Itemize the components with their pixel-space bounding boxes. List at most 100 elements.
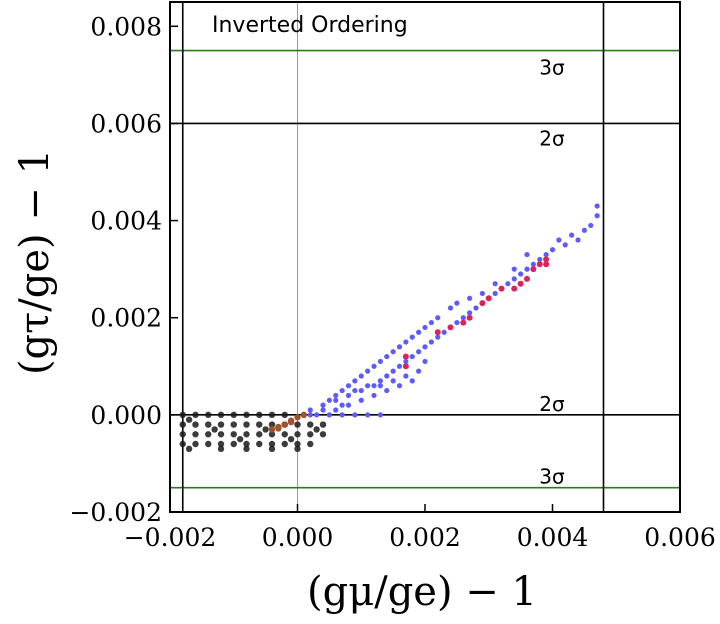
data-point bbox=[460, 315, 466, 321]
data-point bbox=[537, 256, 543, 263]
data-point bbox=[530, 261, 536, 267]
data-point bbox=[594, 203, 600, 209]
data-point bbox=[179, 421, 186, 428]
data-point bbox=[262, 426, 269, 433]
data-point bbox=[479, 300, 486, 307]
data-point bbox=[268, 445, 276, 453]
data-point bbox=[268, 440, 276, 448]
data-point bbox=[402, 353, 409, 360]
data-point bbox=[556, 237, 562, 243]
data-point bbox=[365, 383, 371, 389]
data-point bbox=[307, 421, 314, 428]
data-point bbox=[422, 344, 428, 350]
data-point bbox=[416, 368, 422, 374]
data-point bbox=[358, 373, 364, 379]
data-point bbox=[371, 392, 377, 399]
data-point bbox=[256, 421, 263, 428]
data-point bbox=[473, 305, 479, 311]
data-point bbox=[320, 402, 326, 408]
data-point bbox=[294, 421, 301, 428]
data-point bbox=[543, 261, 550, 268]
data-point bbox=[243, 411, 250, 419]
data-point bbox=[256, 440, 263, 448]
data-point bbox=[185, 445, 193, 453]
data-point bbox=[326, 412, 332, 418]
data-point bbox=[390, 368, 396, 374]
data-point bbox=[179, 411, 186, 419]
data-point bbox=[454, 319, 460, 326]
data-point bbox=[333, 407, 339, 413]
data-point bbox=[339, 387, 345, 394]
data-point bbox=[377, 378, 383, 384]
sigma-labels: 3σ 2σ 2σ 3σ bbox=[539, 56, 565, 489]
data-point bbox=[402, 363, 409, 370]
data-point bbox=[205, 411, 212, 419]
data-point bbox=[294, 445, 301, 453]
data-point bbox=[352, 387, 358, 394]
data-point bbox=[377, 383, 383, 389]
data-point bbox=[403, 373, 409, 379]
data-point bbox=[339, 412, 345, 418]
data-point bbox=[498, 285, 505, 292]
data-point bbox=[377, 358, 383, 365]
data-point bbox=[549, 247, 556, 253]
sigma-label: 2σ bbox=[539, 392, 565, 416]
data-point bbox=[211, 426, 218, 433]
data-point bbox=[333, 392, 339, 399]
data-point bbox=[396, 344, 403, 350]
data-point bbox=[428, 319, 434, 326]
data-point bbox=[409, 353, 415, 360]
data-point bbox=[390, 349, 396, 355]
data-point bbox=[575, 237, 581, 243]
data-point bbox=[403, 358, 409, 365]
y-tick-label: 0.002 bbox=[90, 304, 162, 333]
data-point bbox=[217, 440, 225, 448]
data-point bbox=[319, 431, 327, 438]
sigma-label: 3σ bbox=[539, 56, 565, 80]
data-point bbox=[230, 440, 237, 448]
data-point bbox=[339, 402, 345, 408]
data-point bbox=[409, 334, 415, 340]
data-point bbox=[467, 295, 473, 301]
data-point bbox=[205, 440, 212, 448]
data-point bbox=[492, 290, 498, 297]
data-point bbox=[345, 402, 352, 408]
x-axis-ticks: −0.002 0.000 0.002 0.004 0.006 bbox=[124, 504, 716, 552]
data-point bbox=[479, 290, 485, 297]
data-point bbox=[562, 242, 568, 248]
data-point bbox=[505, 281, 511, 287]
data-point bbox=[268, 431, 276, 438]
data-point bbox=[358, 397, 364, 403]
x-tick-label: 0.002 bbox=[389, 523, 461, 552]
data-point bbox=[569, 232, 575, 238]
data-point bbox=[319, 421, 327, 428]
data-point bbox=[205, 421, 212, 428]
data-point bbox=[243, 421, 250, 428]
y-tick-label: −0.002 bbox=[69, 498, 162, 527]
data-point bbox=[192, 440, 199, 448]
data-point bbox=[230, 411, 237, 419]
data-point bbox=[287, 435, 295, 443]
data-point bbox=[352, 412, 358, 418]
data-point bbox=[454, 300, 460, 306]
data-point bbox=[396, 363, 403, 369]
data-point bbox=[390, 378, 396, 384]
data-point bbox=[307, 412, 313, 418]
data-point bbox=[543, 251, 549, 258]
data-point bbox=[384, 353, 390, 360]
data-point bbox=[307, 431, 314, 438]
data-point bbox=[518, 271, 524, 277]
data-point bbox=[294, 414, 301, 421]
data-point bbox=[524, 251, 530, 258]
data-point bbox=[358, 387, 364, 394]
data-point bbox=[345, 383, 352, 389]
data-point bbox=[536, 261, 543, 268]
data-point bbox=[287, 418, 295, 426]
data-point bbox=[447, 305, 454, 311]
data-point bbox=[365, 412, 371, 418]
data-point bbox=[217, 421, 225, 428]
data-point bbox=[435, 334, 441, 340]
data-point bbox=[313, 426, 320, 433]
y-tick-label: 0.004 bbox=[90, 207, 162, 236]
data-point bbox=[371, 363, 377, 369]
